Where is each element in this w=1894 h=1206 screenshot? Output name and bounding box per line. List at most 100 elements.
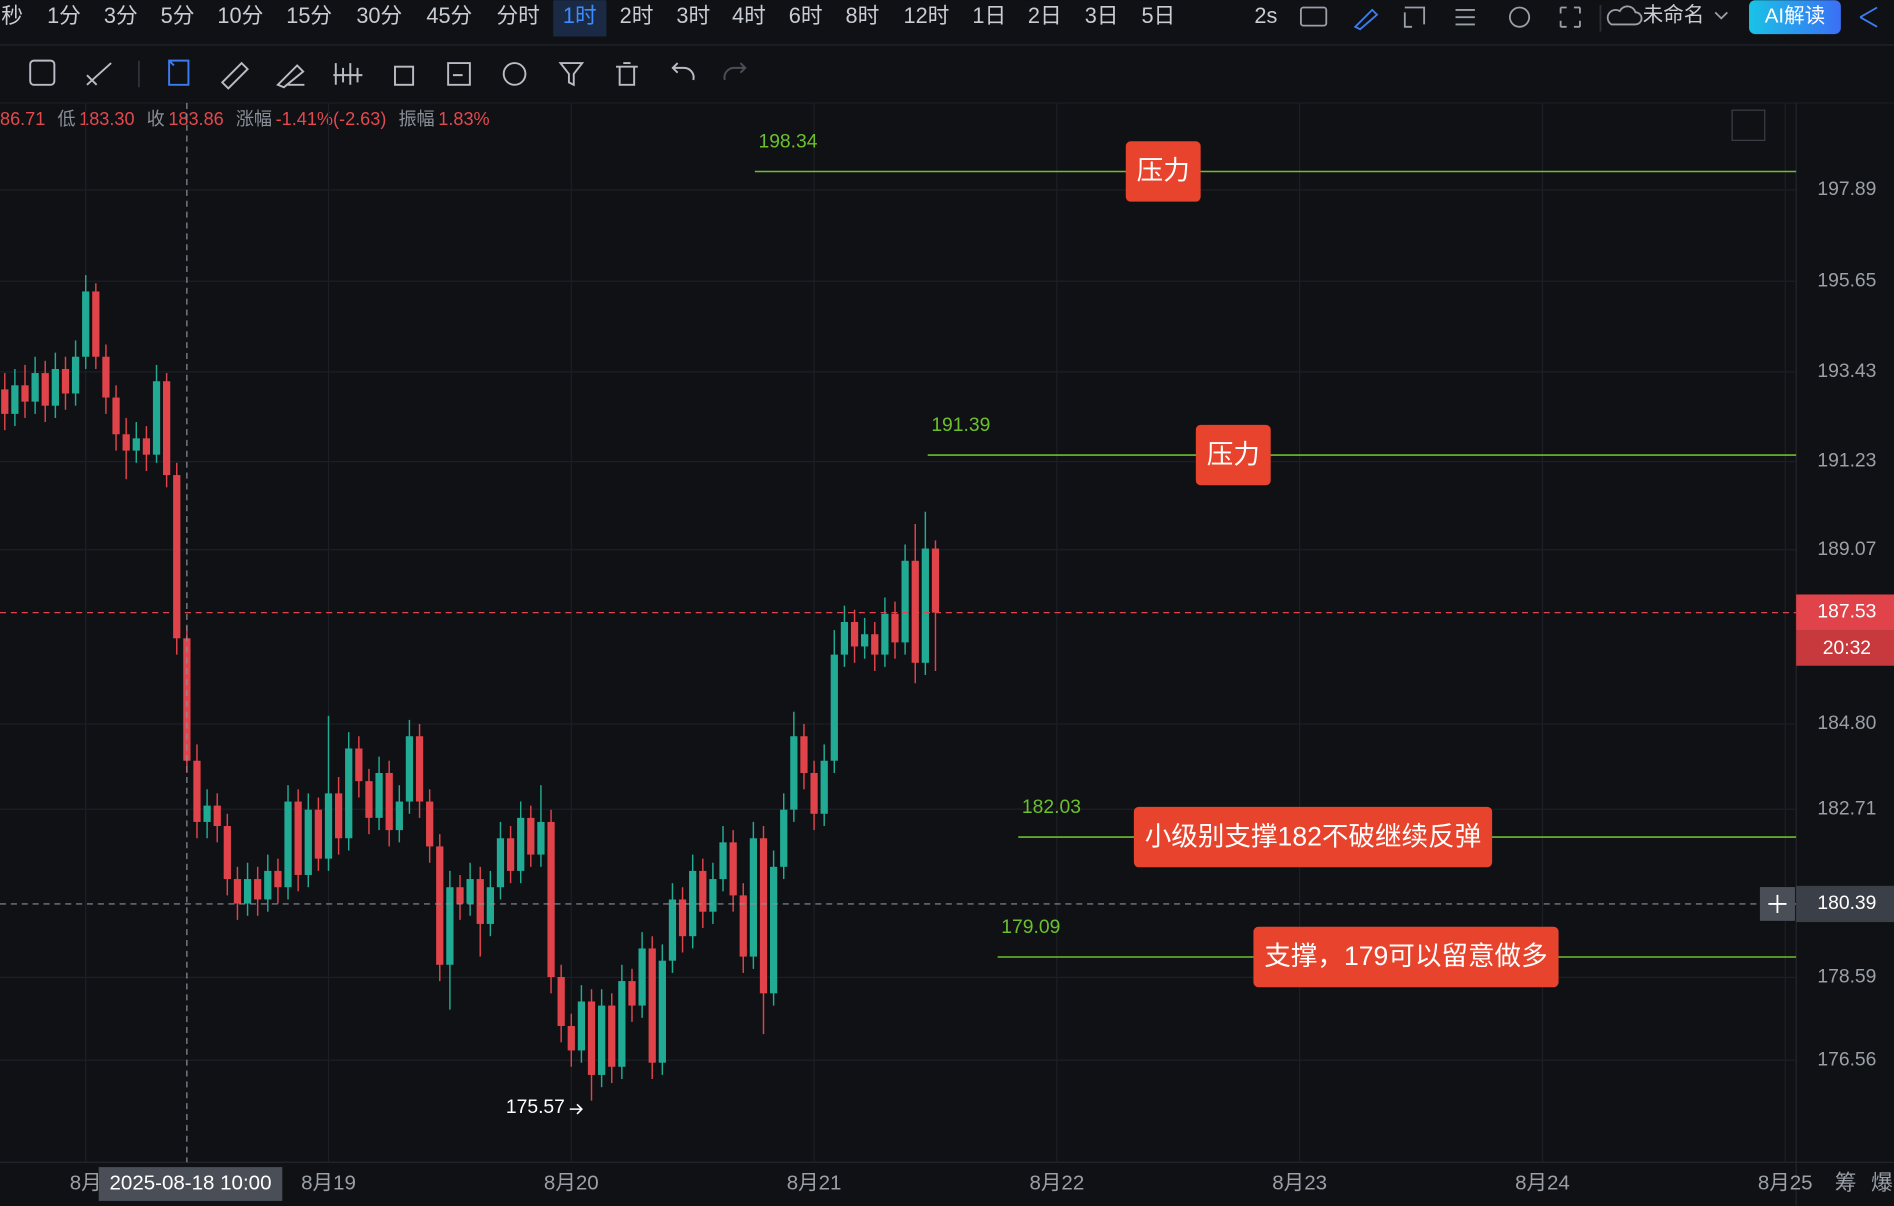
interval-tab[interactable]: 2时 [620,3,654,28]
interval-tab[interactable]: 45分 [426,3,472,28]
tool-icon[interactable] [558,62,585,87]
interval-tab[interactable]: 1时 [563,3,597,28]
info-value: 183.86 [168,109,223,129]
draw-icon[interactable] [1353,8,1379,31]
side-tab[interactable]: 爆 [1871,1170,1893,1195]
interval-tab[interactable]: 6时 [789,3,823,28]
candle-body [729,842,737,896]
interval-tab[interactable]: 5日 [1141,3,1175,28]
level-annotation-box[interactable] [1253,926,1559,988]
menu-icon[interactable] [1455,9,1475,26]
interval-tab[interactable]: 1日 [972,3,1006,28]
interval-tab[interactable]: 2日 [1028,3,1062,28]
tool-icon[interactable] [276,64,305,89]
level-value: 182.03 [1022,797,1081,818]
interval-tab[interactable]: 3分 [104,3,138,28]
candle-body [537,821,545,855]
tool-icon[interactable] [616,62,638,86]
crosshair-price-label: 180.39 [1817,893,1876,914]
candle-body [11,385,19,414]
candle-body [102,356,110,398]
ai-button[interactable]: AI解读 [1765,5,1825,28]
fullscreen-icon[interactable] [1559,6,1581,28]
interval-tab[interactable]: 15分 [286,3,332,28]
candle-body [213,805,221,827]
candle-body [709,879,717,912]
candle-body [901,560,909,643]
level-annotation-box[interactable] [1133,806,1493,868]
interval-tab[interactable]: 秒 [1,3,23,28]
interval-tab[interactable]: 3日 [1085,3,1119,28]
candle-body [911,560,919,663]
tool-icon[interactable] [447,62,471,86]
interval-tab[interactable]: 分时 [496,3,539,28]
countdown-label: 20:32 [1823,638,1871,659]
candle-body [678,899,687,937]
workspace-name[interactable]: 未命名 [1643,3,1705,26]
ai-button-bg[interactable] [1749,0,1841,35]
candle-body [254,879,262,900]
level-annotation-box[interactable] [1195,424,1271,486]
level-annotation-box[interactable] [1125,141,1201,202]
candle-body [486,887,494,924]
level-value: 198.34 [758,132,817,153]
undo[interactable] [671,62,695,81]
tool-icon[interactable] [394,65,415,86]
candle-body [71,356,80,394]
tool-icon[interactable] [86,62,112,86]
tool-icon[interactable] [168,59,190,86]
level-annotation[interactable]: 压力 [1137,156,1190,186]
redo[interactable] [723,62,747,81]
interval-tab[interactable]: 3时 [676,3,710,28]
level-annotation[interactable]: 压力 [1207,439,1260,469]
candle-body [294,801,302,875]
interval-tab[interactable]: 1分 [47,3,81,28]
info-label: 振幅 [398,109,434,129]
candle-body [749,838,758,957]
x-tick-label: 8月25 [1758,1171,1813,1194]
candle-body [193,760,201,822]
interval-tab[interactable]: 10分 [217,3,263,28]
tool-icon[interactable] [502,62,527,86]
tool-icon[interactable] [29,59,56,86]
info-value: 86.71 [0,109,45,129]
settings-icon[interactable] [1508,6,1531,28]
level-annotation[interactable]: 支撑，179可以留意做多 [1264,941,1547,971]
crosshair-time-box [98,1167,283,1201]
candle-body [223,826,231,880]
candle-body [850,621,859,647]
interval-tab[interactable]: 12时 [904,3,950,28]
dropdown-icon[interactable] [1714,11,1728,20]
layout-icon[interactable] [1403,6,1426,28]
level-value: 191.39 [931,415,990,436]
interval-tab[interactable]: 5分 [161,3,195,28]
candle-body [122,434,130,451]
candle-body [699,870,707,912]
interval-tab[interactable]: 4时 [732,3,766,28]
info-label: 低 [57,109,75,129]
low-marker-arrow [569,1103,583,1115]
candle-body [203,805,211,822]
candle-body [345,748,353,839]
info-value: 183.30 [79,109,134,129]
candle-body [921,548,929,663]
candle-body [446,887,454,965]
tool-icon[interactable] [333,63,363,85]
candle-body [112,397,120,435]
candle-body [1,389,9,414]
share-icon[interactable] [1859,6,1878,28]
refresh-rate[interactable]: 2s [1254,3,1277,28]
panel-toggle[interactable] [1731,109,1766,141]
interval-tab[interactable]: 30分 [356,3,402,28]
candle-body [577,1001,586,1051]
level-annotation[interactable]: 小级别支撑182不破继续反弹 [1145,821,1482,851]
tool-icon[interactable] [220,61,249,90]
interval-tab[interactable]: 8时 [846,3,880,28]
info-value: 1.83% [438,109,489,129]
candle-body [547,821,555,978]
candle-body [405,736,414,802]
screenshot-icon[interactable] [1300,6,1328,27]
side-tab[interactable]: 筹 [1835,1170,1857,1195]
